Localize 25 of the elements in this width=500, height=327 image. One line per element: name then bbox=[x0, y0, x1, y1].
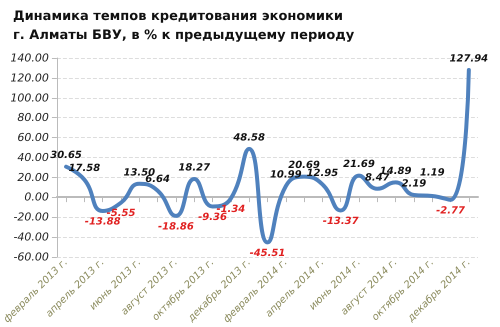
y-tick-label: -20.00 bbox=[13, 210, 49, 224]
data-label: 18.27 bbox=[178, 162, 210, 174]
data-label: 21.69 bbox=[343, 159, 375, 170]
data-label: -2.77 bbox=[436, 205, 465, 216]
data-label: 127.94 bbox=[450, 53, 488, 64]
data-label: 48.58 bbox=[232, 132, 266, 144]
y-tick-label: 120.00 bbox=[10, 71, 49, 84]
y-tick-label: 0.00 bbox=[24, 190, 49, 204]
data-label: 6.64 bbox=[145, 174, 170, 186]
y-tick-label: 140.00 bbox=[10, 52, 49, 64]
data-label: -45.51 bbox=[250, 248, 286, 259]
data-label: -18.86 bbox=[158, 221, 194, 232]
y-tick-label: 60.00 bbox=[17, 131, 49, 144]
y-tick-label: 100.00 bbox=[10, 91, 49, 104]
data-label: -13.37 bbox=[322, 216, 359, 227]
y-tick-label: -40.00 bbox=[13, 230, 49, 244]
y-tick-label: 20.00 bbox=[17, 170, 49, 184]
y-tick-label: -60.00 bbox=[13, 250, 49, 264]
data-label: 1.19 bbox=[420, 167, 445, 178]
data-label: 30.65 bbox=[50, 150, 82, 162]
y-tick-label: 40.00 bbox=[17, 150, 49, 164]
data-label: -13.88 bbox=[84, 216, 121, 228]
y-tick-label: 80.00 bbox=[17, 111, 49, 124]
data-label: 10.99 bbox=[270, 170, 302, 181]
chart-title: Динамика темпов кредитования экономики г. Алматы БВУ, в % к предыдущему периоду bbox=[13, 9, 355, 43]
